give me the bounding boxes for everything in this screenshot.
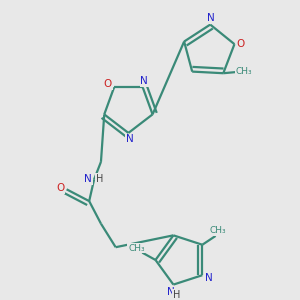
Text: N: N — [167, 287, 174, 297]
Text: CH₃: CH₃ — [210, 226, 226, 235]
Text: N: N — [84, 174, 92, 184]
Text: O: O — [103, 80, 112, 89]
Text: H: H — [96, 174, 103, 184]
Text: CH₃: CH₃ — [128, 244, 145, 253]
Text: N: N — [140, 76, 148, 86]
Text: CH₃: CH₃ — [236, 67, 252, 76]
Text: O: O — [56, 183, 64, 193]
Text: N: N — [126, 134, 134, 144]
Text: N: N — [207, 13, 214, 23]
Text: N: N — [205, 273, 213, 283]
Text: O: O — [237, 39, 245, 49]
Text: H: H — [172, 290, 180, 300]
